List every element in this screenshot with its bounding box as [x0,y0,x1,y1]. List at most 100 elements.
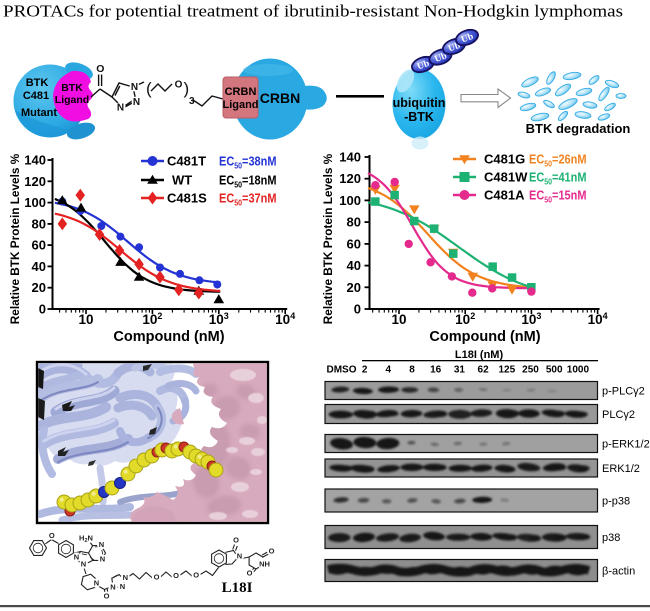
svg-text:C481G: C481G [484,152,525,167]
svg-text:10: 10 [391,312,406,327]
svg-text:Relative BTK Protein Levels %: Relative BTK Protein Levels % [321,153,335,324]
svg-text:O: O [96,63,104,75]
svg-text:EC50=18nM: EC50=18nM [219,174,277,190]
svg-text:ubiquitin: ubiquitin [393,96,446,110]
svg-text:DMSO: DMSO [327,365,357,376]
svg-text:): ) [184,79,190,98]
svg-text:3: 3 [189,96,195,107]
svg-text:62: 62 [478,365,490,376]
svg-text:500: 500 [546,365,563,376]
svg-text:p-PLCγ2: p-PLCγ2 [602,386,645,398]
svg-text:C481T: C481T [167,154,206,169]
svg-text:Ub: Ub [433,51,448,65]
svg-text:N: N [237,552,242,561]
svg-text:N: N [133,97,140,108]
svg-text:8: 8 [409,365,415,376]
svg-text:BTK degradation: BTK degradation [526,121,631,136]
svg-text:BTK: BTK [26,77,49,89]
svg-text:EC50=26nM: EC50=26nM [529,153,587,169]
svg-text:ERK1/2: ERK1/2 [602,463,640,475]
svg-text:EC50=15nM: EC50=15nM [529,189,587,205]
svg-text:125: 125 [498,365,515,376]
svg-text:O: O [49,531,55,540]
svg-text:250: 250 [522,365,539,376]
svg-text:Relative BTK Protein Levels %: Relative BTK Protein Levels % [8,153,22,324]
svg-text:C481: C481 [23,90,49,102]
svg-text:C481S: C481S [167,191,207,206]
svg-text:Compound (nM): Compound (nM) [113,329,224,345]
svg-text:p38: p38 [602,532,620,544]
svg-text:O: O [175,80,183,91]
svg-text:104: 104 [275,311,295,327]
svg-text:80: 80 [347,215,361,230]
svg-text:100: 100 [339,193,361,208]
svg-text:1000: 1000 [567,365,590,376]
svg-text:PROTACs for potential treatmen: PROTACs for potential treatment of ibrut… [3,2,623,21]
svg-text:120: 120 [339,171,361,186]
svg-text:O: O [173,571,179,580]
svg-text:EC50=38nM: EC50=38nM [219,155,277,171]
svg-text:EC50=41nM: EC50=41nM [529,171,587,187]
svg-text:40: 40 [347,258,361,273]
svg-text:0: 0 [39,302,46,317]
svg-text:CRBN: CRBN [225,86,257,98]
svg-text:N: N [99,540,104,549]
svg-text:N: N [123,573,128,582]
svg-text:Compound (nM): Compound (nM) [429,329,540,345]
svg-text:O: O [233,536,239,545]
svg-text:N: N [110,583,115,592]
svg-text:103: 103 [521,311,541,327]
svg-text:N: N [94,579,99,588]
svg-text:N: N [131,82,138,93]
svg-text:100: 100 [24,195,46,210]
svg-text:PLCγ2: PLCγ2 [602,409,635,421]
svg-text:Mutant: Mutant [21,107,57,119]
svg-text:103: 103 [209,311,229,327]
svg-text:N: N [120,582,125,591]
svg-text:16: 16 [430,365,442,376]
svg-text:Ligand: Ligand [222,99,258,111]
svg-text:C481A: C481A [484,188,525,203]
svg-text:WT: WT [172,173,192,188]
svg-text:O: O [104,592,110,601]
svg-text:L18I (nM): L18I (nM) [455,349,504,361]
svg-text:102: 102 [455,311,475,327]
svg-text:80: 80 [32,216,46,231]
svg-text:O: O [247,569,253,578]
svg-text:O: O [269,547,275,556]
svg-text:C481W: C481W [484,170,528,185]
svg-text:O: O [154,573,160,582]
svg-text:40: 40 [32,259,46,274]
svg-text:N: N [74,553,79,562]
svg-text:4: 4 [386,365,392,376]
svg-text:60: 60 [347,236,361,251]
svg-text:N: N [100,555,105,564]
svg-text:Ub: Ub [416,59,431,73]
svg-text:20: 20 [347,280,361,295]
svg-text:O: O [193,571,199,580]
svg-text:N: N [81,560,86,569]
svg-text:CRBN: CRBN [260,90,300,106]
svg-text:-BTK: -BTK [404,110,434,124]
svg-text:10: 10 [78,312,93,327]
svg-text:β-actin: β-actin [602,566,635,578]
svg-text:0: 0 [354,302,361,317]
svg-text:EC50=37nM: EC50=37nM [219,192,277,208]
svg-text:120: 120 [24,174,46,189]
svg-text:NH: NH [259,560,270,569]
svg-text:p-p38: p-p38 [602,496,630,508]
svg-text:BTK: BTK [61,82,83,94]
svg-text:140: 140 [24,153,46,168]
svg-text:(: ( [146,79,152,98]
svg-text:140: 140 [339,150,361,165]
svg-text:L18I: L18I [222,580,253,596]
svg-text:Ub: Ub [460,32,475,46]
svg-text:31: 31 [454,365,466,376]
svg-text:102: 102 [142,311,162,327]
svg-text:20: 20 [32,280,46,295]
svg-text:N: N [117,103,124,114]
svg-text:2: 2 [362,365,368,376]
svg-text:Ligand: Ligand [55,94,89,106]
svg-text:60: 60 [32,238,46,253]
svg-text:p-ERK1/2: p-ERK1/2 [602,439,650,451]
